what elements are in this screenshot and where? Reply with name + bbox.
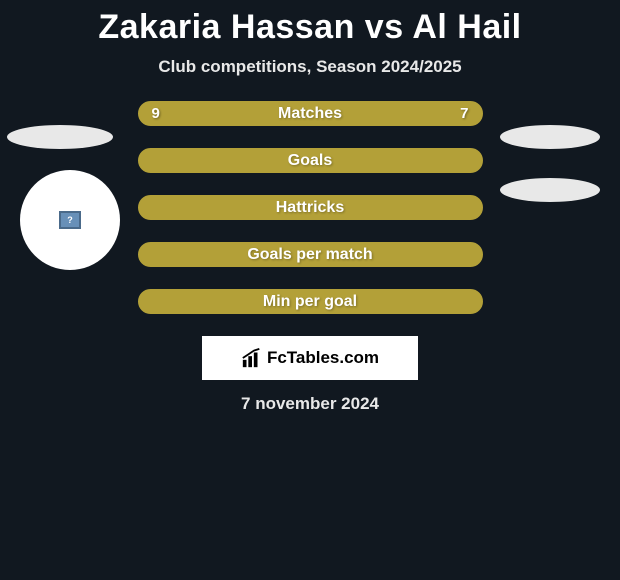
stat-label: Goals [288,152,332,170]
chart-icon [241,347,263,369]
page-subtitle: Club competitions, Season 2024/2025 [0,57,620,77]
stat-label: Goals per match [247,246,372,264]
logo-text: FcTables.com [267,348,379,368]
stat-value-right: 7 [460,105,468,122]
placeholder-icon: ? [59,211,81,229]
stat-bar-goals-per-match: Goals per match [138,242,483,267]
stat-label: Hattricks [276,199,344,217]
stat-value-left: 9 [152,105,160,122]
footer-date: 7 november 2024 [0,394,620,414]
stat-bar-goals: Goals [138,148,483,173]
player-badge-left: ? [20,170,120,270]
decor-ellipse-left [7,125,113,149]
stat-bar-min-per-goal: Min per goal [138,289,483,314]
decor-ellipse-right-bottom [500,178,600,202]
fctables-logo: FcTables.com [202,336,418,380]
stat-label: Min per goal [263,293,357,311]
page-title: Zakaria Hassan vs Al Hail [0,0,620,47]
stat-bar-matches: 9 Matches 7 [138,101,483,126]
stat-label: Matches [278,105,342,123]
stat-bar-hattricks: Hattricks [138,195,483,220]
decor-ellipse-right-top [500,125,600,149]
